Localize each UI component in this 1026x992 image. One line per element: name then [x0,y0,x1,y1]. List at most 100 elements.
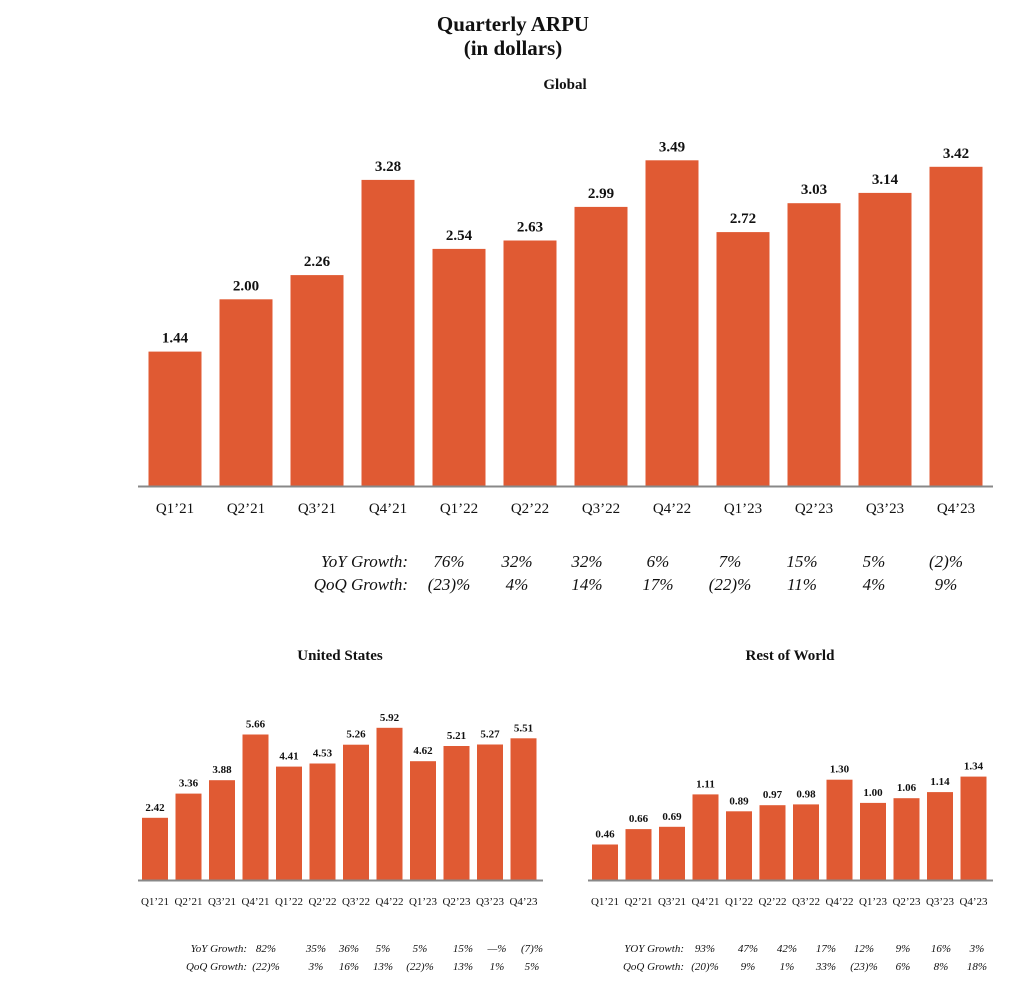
row-value-label: 0.89 [729,795,749,807]
global-value-label: 3.14 [872,172,899,188]
global-growth-value: 15% [786,552,818,571]
us-growth-value: 16% [338,961,360,973]
us-growth-value: (22)% [406,961,434,973]
global-growth-value: (22)% [708,575,752,594]
us-bar [443,746,470,880]
row-tick-label: Q4’23 [959,896,988,908]
row-growth-row-label: QoQ Growth: [622,961,684,973]
global-bar [645,160,699,487]
us-value-label: 3.36 [179,778,199,790]
global-tick-label: Q4’23 [937,501,975,517]
us-tick-label: Q3’22 [342,896,370,908]
us-tick-label: Q1’21 [141,896,169,908]
global-value-label: 2.54 [446,228,473,244]
global-value-label: 3.03 [801,182,827,198]
row-tick-label: Q1’21 [591,896,619,908]
row-value-label: 0.97 [763,789,783,801]
global-growth-value: 14% [571,575,603,594]
us-value-label: 4.62 [413,745,433,757]
row-tick-label: Q1’22 [725,896,753,908]
us-growth-value: 5% [524,961,540,973]
row-growth-value: 12% [853,943,875,955]
global-bar [290,275,344,486]
us-growth-value: 5% [375,943,391,955]
row-bar [826,779,853,880]
global-growth-value: 9% [934,575,958,594]
us-growth-value: 13% [452,961,474,973]
global-value-label: 1.44 [162,331,189,347]
us-growth-value: 13% [372,961,394,973]
row-value-label: 0.46 [595,829,615,841]
us-tick-label: Q1’22 [275,896,303,908]
global-chart-title: Global [543,77,587,93]
us-tick-label: Q2’22 [308,896,336,908]
us-bar [175,793,202,880]
row-bar [960,776,987,880]
row-tick-label: Q3’23 [926,896,955,908]
row-growth-value: 47% [737,943,759,955]
us-growth-value: (22)% [252,961,280,973]
row-growth-value: 6% [895,961,911,973]
row-value-label: 1.34 [964,761,984,773]
row-growth-value: 16% [930,943,952,955]
us-value-label: 5.92 [380,712,400,724]
row-tick-label: Q2’22 [758,896,786,908]
row-value-label: 0.66 [629,813,649,825]
row-tick-label: Q3’21 [658,896,686,908]
us-tick-label: Q2’23 [442,896,471,908]
global-value-label: 2.72 [730,211,756,227]
row-bar [659,826,685,880]
global-value-label: 2.26 [304,254,331,270]
us-tick-label: Q4’21 [241,896,269,908]
us-growth-value: —% [487,943,507,955]
row-growth-value: 1% [779,961,795,973]
global-value-label: 3.42 [943,146,969,162]
row-tick-label: Q4’22 [825,896,853,908]
global-growth-value: 17% [642,575,674,594]
global-growth-value: 4% [505,575,529,594]
global-tick-label: Q1’23 [724,501,762,517]
global-bar [787,203,841,486]
global-tick-label: Q2’22 [511,501,549,517]
global-growth-value: 32% [571,552,603,571]
row-value-label: 1.14 [930,776,950,788]
us-growth-value: 5% [412,943,428,955]
us-value-label: 5.21 [447,730,466,742]
us-growth-row-label: QoQ Growth: [185,961,247,973]
us-bar [209,780,235,880]
us-bar [276,766,302,880]
global-tick-label: Q1’21 [156,501,194,517]
global-chart: 1.44 Q1’21 2.00 Q2’21 2.26 Q3’21 3.28 Q4’21 2.54… [138,139,993,517]
us-value-label: 5.51 [514,722,533,734]
row-tick-label: Q1’23 [859,896,888,908]
us-tick-label: Q4’22 [375,896,403,908]
global-bar [148,351,202,486]
global-tick-label: Q2’21 [227,501,265,517]
global-growth-value: (2)% [929,552,963,571]
global-value-label: 3.49 [659,139,685,155]
global-tick-label: Q4’22 [653,501,691,517]
global-growth-value: 6% [646,552,670,571]
row-growth-value: (20)% [691,961,719,973]
row-bar [860,802,886,880]
row-growth-value: 33% [815,961,837,973]
us-value-label: 5.27 [480,729,500,741]
row-value-label: 1.06 [897,782,917,794]
global-growth-row-label: QoQ Growth: [313,575,408,594]
us-value-label: 5.26 [346,729,366,741]
global-growth-value: 76% [433,552,465,571]
row-growth-value: 93% [694,943,716,955]
global-bar [858,192,912,486]
us-bar [477,744,503,880]
global-growth-value: (23)% [427,575,471,594]
row-growth-value: 17% [815,943,837,955]
row-growth-value: 18% [966,961,988,973]
us-bar [510,738,537,880]
row-chart: 0.46 Q1’21 0.66 Q2’21 0.69 Q3’21 1.11 Q4’21 0.89… [588,761,993,908]
us-growth-value: (7)% [521,943,543,955]
us-tick-label: Q1’23 [409,896,438,908]
global-bar [361,179,415,486]
us-growth-value: 35% [305,943,327,955]
global-growth-value: 5% [862,552,886,571]
